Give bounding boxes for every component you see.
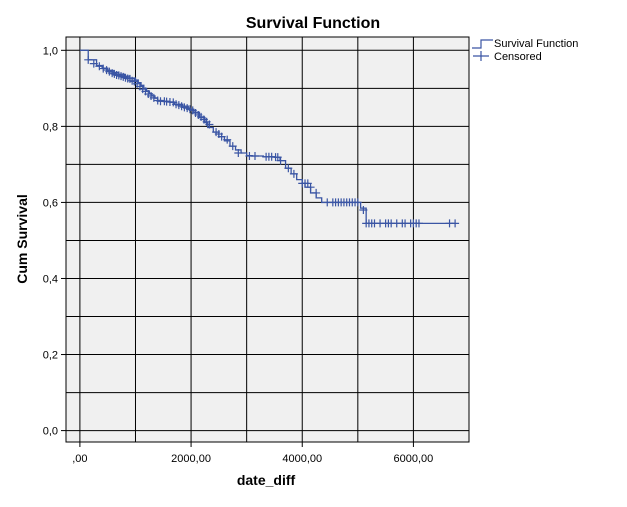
censored-marker — [84, 55, 93, 64]
censored-marker — [353, 198, 362, 207]
censored-marker — [250, 152, 259, 161]
plus-marker-icon — [473, 51, 489, 61]
censored-marker — [414, 219, 423, 228]
legend: Survival Function Censored — [472, 38, 578, 63]
censored-marker — [289, 169, 298, 178]
x-tick-label: 4000,00 — [282, 453, 322, 465]
censored-marker — [223, 135, 232, 144]
x-axis-label: date_diff — [237, 472, 296, 488]
y-tick-label: 0,4 — [43, 273, 58, 285]
chart-title: Survival Function — [246, 15, 380, 32]
censored-marker — [234, 148, 243, 157]
legend-item-survival: Survival Function — [472, 38, 578, 50]
plot-area — [66, 37, 469, 442]
legend-label-censored: Censored — [494, 51, 542, 63]
censored-marker — [276, 156, 285, 165]
x-tick-label: 2000,00 — [171, 453, 211, 465]
y-tick-label: 0,0 — [43, 426, 58, 438]
x-tick-label: ,00 — [72, 453, 87, 465]
step-line-icon — [472, 39, 493, 49]
censored-marker — [89, 59, 98, 68]
y-tick-label: 0,6 — [43, 197, 58, 209]
censored-markers — [84, 55, 460, 228]
censored-marker — [99, 64, 108, 73]
censored-marker — [205, 120, 214, 129]
censored-marker — [284, 164, 293, 173]
censored-marker — [359, 206, 368, 215]
x-tick-label: 6000,00 — [394, 453, 434, 465]
censored-marker — [312, 188, 321, 197]
y-tick-label: 0,8 — [43, 121, 58, 133]
censored-marker — [228, 142, 237, 151]
y-tick-label: 0,2 — [43, 350, 58, 362]
censored-marker — [306, 183, 315, 192]
legend-label-survival: Survival Function — [494, 38, 578, 50]
y-tick-label: 1,0 — [43, 45, 58, 57]
plot-frame — [65, 36, 470, 443]
y-axis-label: Cum Survival — [14, 194, 30, 283]
grid-lines — [66, 37, 469, 442]
censored-marker — [451, 219, 460, 228]
legend-item-censored: Censored — [473, 51, 542, 63]
censored-marker — [217, 132, 226, 141]
axis-ticks: ,00 2000,00 4000,00 6000,00 0,0 0,2 0,4 0,6 0,8 1… — [43, 45, 434, 465]
